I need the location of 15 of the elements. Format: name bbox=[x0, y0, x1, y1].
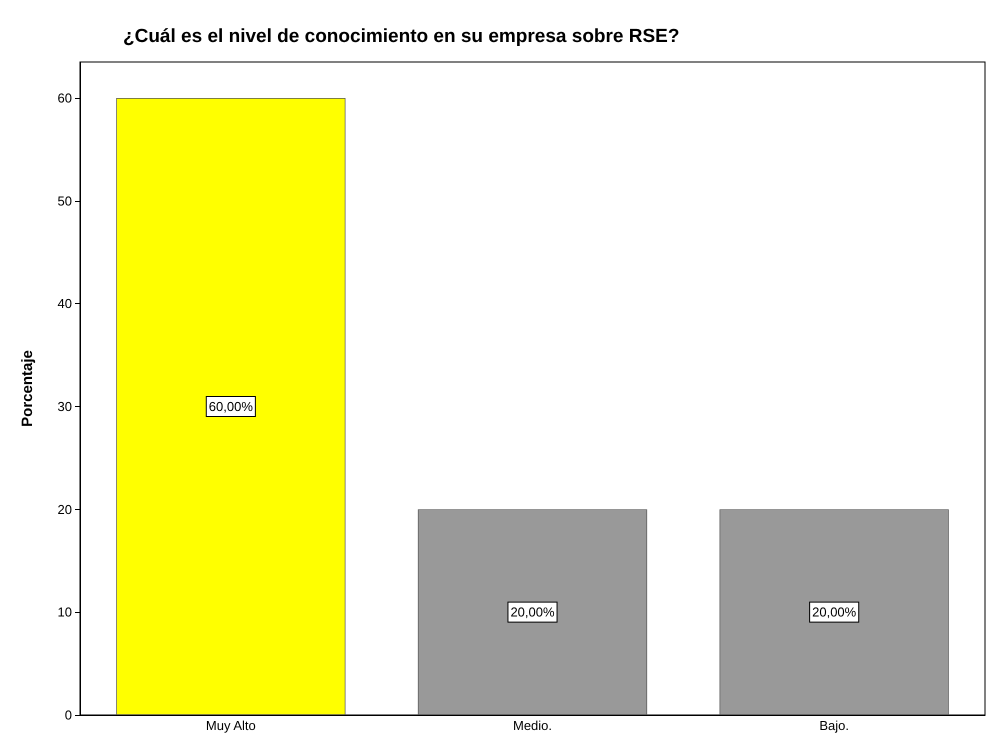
y-axis-title: Porcentaje bbox=[19, 350, 36, 427]
y-tick-label: 50 bbox=[58, 193, 72, 208]
data-label: 60,00% bbox=[208, 398, 254, 414]
data-label: 20,00% bbox=[510, 604, 555, 620]
chart-title: ¿Cuál es el nivel de conocimiento en su empresa sobre RSE? bbox=[123, 26, 680, 47]
y-tick-label: 0 bbox=[64, 708, 72, 722]
x-tick-label: Muy Alto bbox=[206, 718, 256, 733]
x-tick-label: Medio. bbox=[512, 718, 552, 733]
y-tick-label: 40 bbox=[58, 296, 72, 312]
y-tick-label: 20 bbox=[58, 502, 72, 517]
y-tick-label: 10 bbox=[58, 604, 72, 620]
y-tick-label: 60 bbox=[58, 90, 72, 106]
data-label: 20,00% bbox=[812, 604, 857, 620]
y-tick-label: 30 bbox=[58, 398, 72, 414]
x-tick-label: Bajo. bbox=[819, 718, 849, 733]
